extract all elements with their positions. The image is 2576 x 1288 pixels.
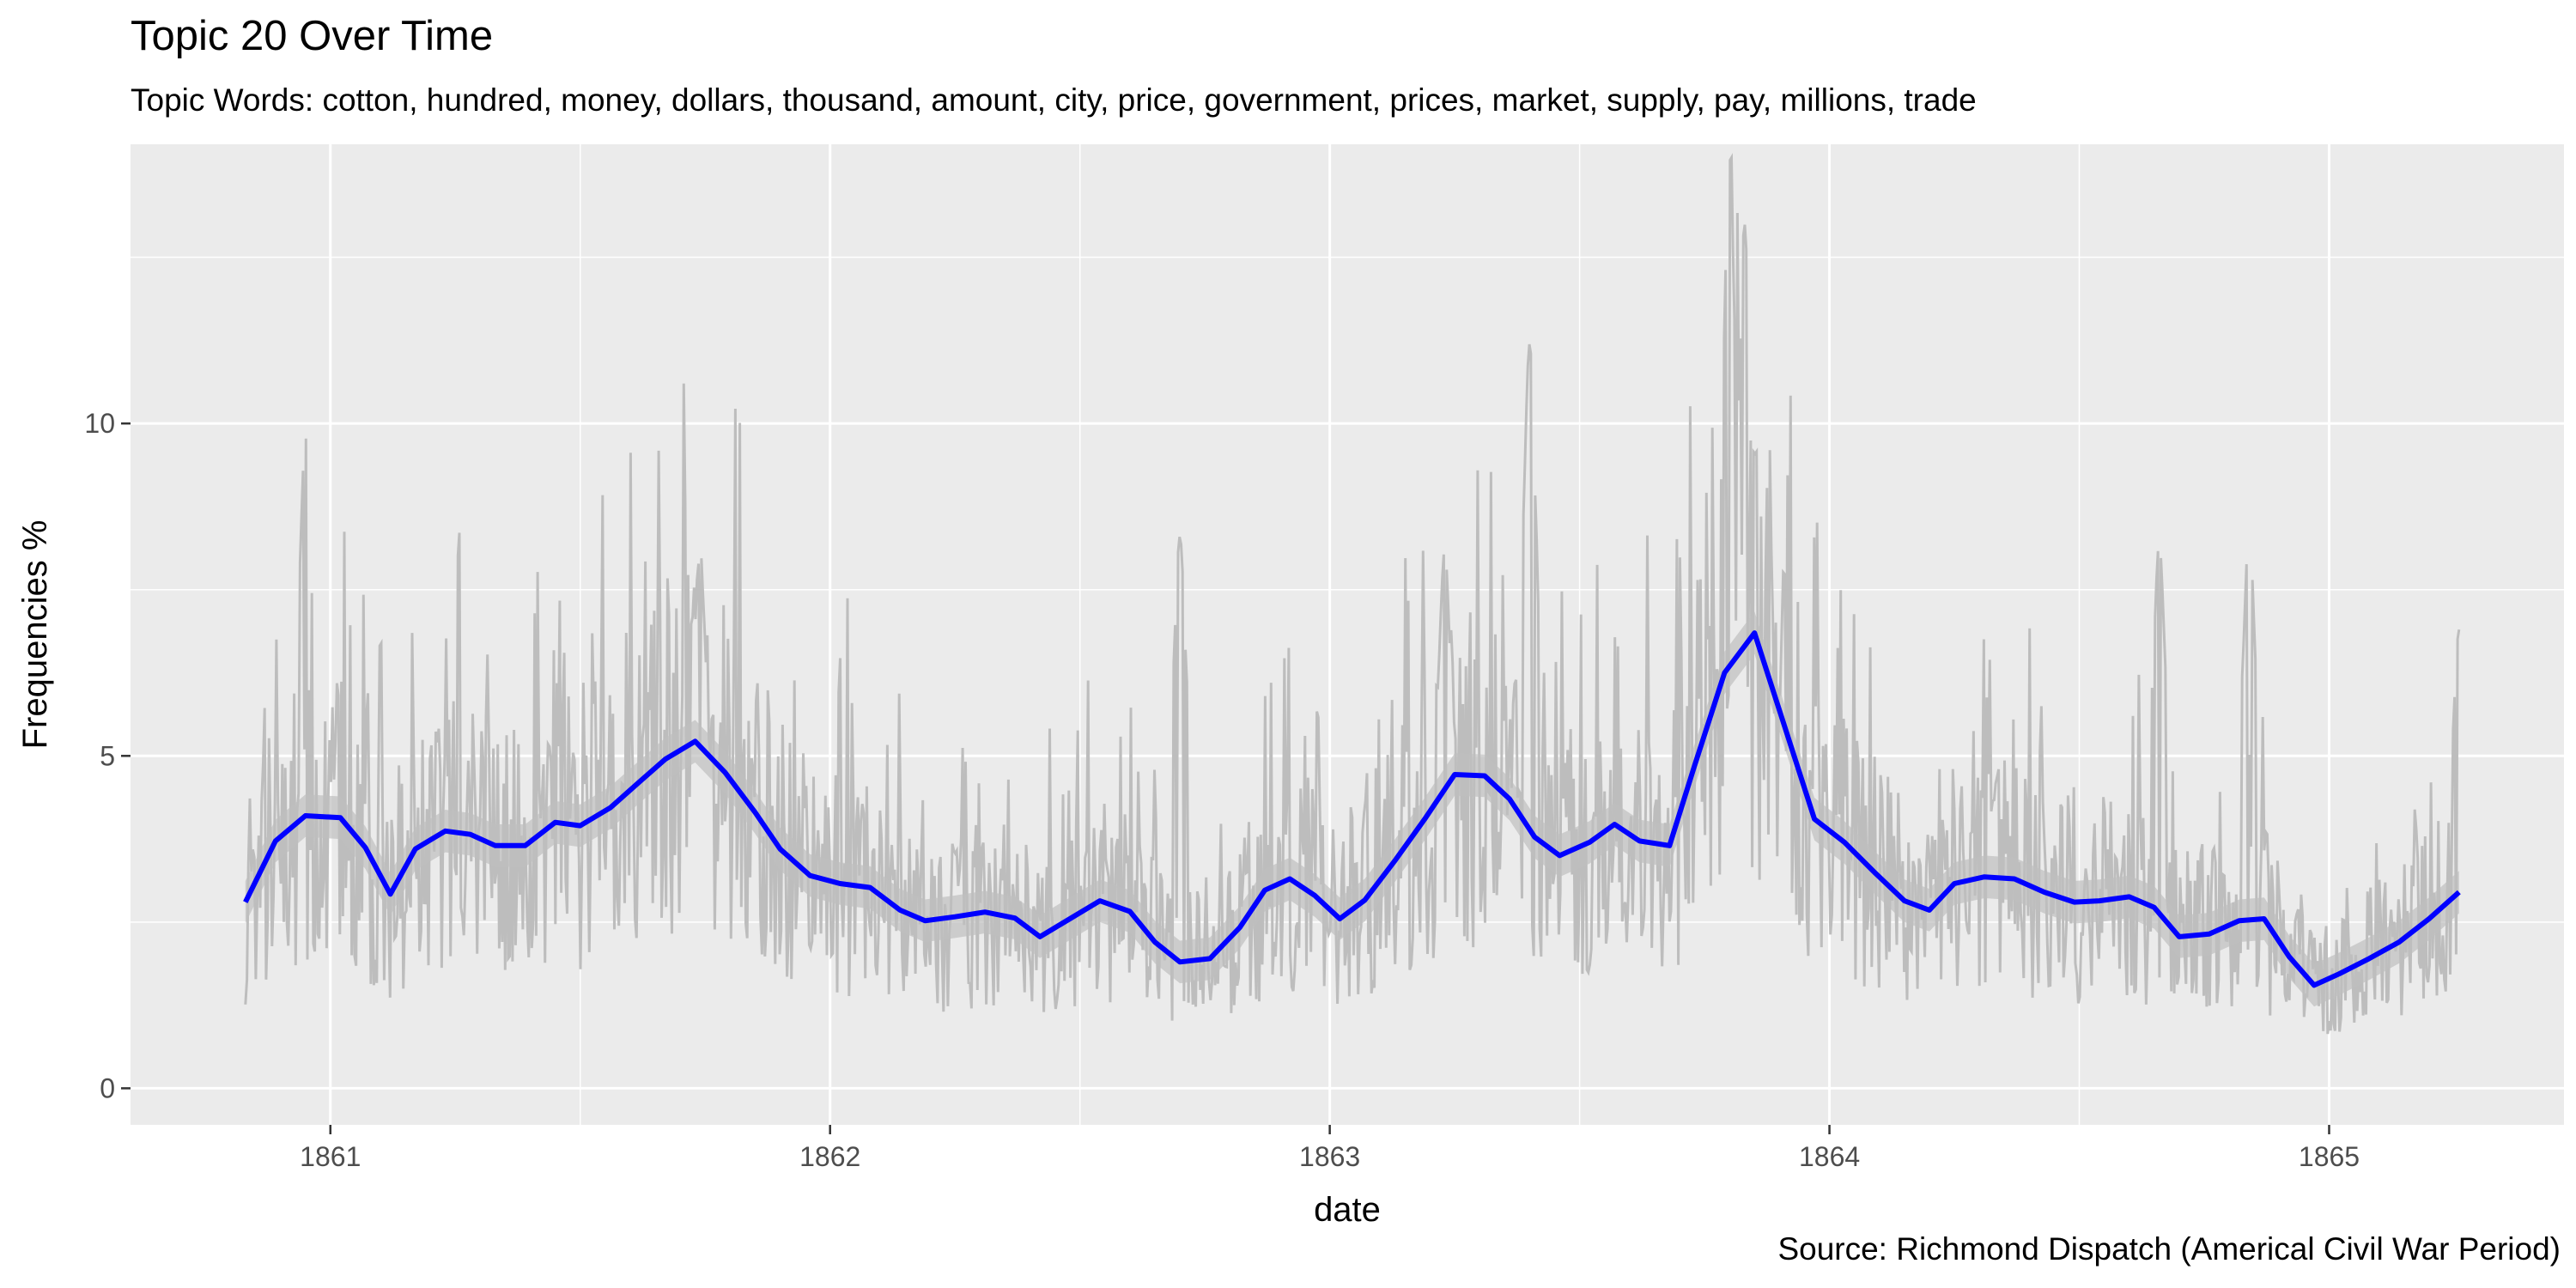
x-tick-label: 1865 — [2299, 1141, 2360, 1172]
confidence-band — [245, 611, 2459, 1007]
raw-frequency-line — [244, 153, 2461, 1035]
x-tick-label: 1862 — [799, 1141, 860, 1172]
chart-title: Topic 20 Over Time — [131, 13, 494, 59]
x-tick-label: 1864 — [1799, 1141, 1860, 1172]
x-axis-ticks: 1861 1862 1863 1864 1865 — [300, 1125, 2360, 1172]
x-tick-label: 1861 — [300, 1141, 361, 1172]
plot-panel — [131, 144, 2564, 1125]
y-axis-ticks: 0 5 10 — [84, 408, 131, 1103]
chart-subtitle: Topic Words: cotton, hundred, money, dol… — [131, 82, 1977, 118]
y-axis-title: Frequencies % — [16, 520, 54, 750]
y-tick-label: 0 — [100, 1072, 115, 1103]
smoothed-trend-line — [243, 630, 2461, 988]
x-tick-label: 1863 — [1299, 1141, 1360, 1172]
y-tick-label: 5 — [100, 740, 115, 771]
chart-caption: Source: Richmond Dispatch (Americal Civi… — [1777, 1231, 2561, 1267]
x-axis-title: date — [1314, 1191, 1381, 1229]
major-gridlines — [131, 144, 2564, 1125]
y-tick-label: 10 — [84, 408, 115, 439]
